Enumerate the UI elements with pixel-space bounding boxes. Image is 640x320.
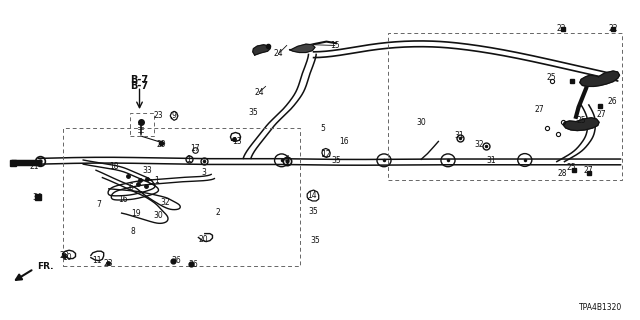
Text: 28: 28 (557, 169, 566, 178)
Text: 21: 21 (29, 162, 38, 171)
Text: 27: 27 (596, 110, 607, 119)
Text: 8: 8 (130, 227, 135, 236)
Text: 30: 30 (154, 211, 164, 220)
Text: 25: 25 (547, 73, 557, 82)
Polygon shape (563, 118, 599, 131)
Text: 17: 17 (190, 144, 200, 153)
Text: 22: 22 (609, 24, 618, 33)
Text: 2: 2 (215, 208, 220, 217)
Text: 3: 3 (201, 168, 206, 177)
Text: 18: 18 (109, 162, 118, 171)
Text: 29: 29 (156, 140, 166, 149)
Text: 27: 27 (584, 166, 594, 175)
Text: 12: 12 (322, 150, 331, 159)
Text: 35: 35 (308, 207, 319, 216)
Text: 25: 25 (566, 163, 577, 172)
Text: 35: 35 (331, 156, 341, 165)
Text: 22: 22 (557, 24, 566, 33)
Text: 11: 11 (93, 256, 102, 265)
Text: 14: 14 (307, 191, 317, 200)
Text: 4: 4 (284, 156, 289, 164)
Text: 34: 34 (32, 193, 42, 202)
Polygon shape (580, 71, 620, 86)
Text: 16: 16 (118, 196, 128, 204)
Text: 9: 9 (172, 111, 177, 120)
Text: 35: 35 (248, 108, 258, 117)
Text: B-7: B-7 (131, 75, 148, 85)
Text: FR.: FR. (37, 262, 54, 271)
Polygon shape (253, 45, 270, 55)
Bar (388, 33, 622, 180)
Text: 13: 13 (232, 137, 242, 146)
Text: 25: 25 (576, 116, 586, 125)
Text: 33: 33 (142, 166, 152, 175)
Text: 30: 30 (416, 118, 426, 127)
Text: 5: 5 (321, 124, 326, 133)
Text: 24: 24 (254, 88, 264, 97)
Text: 36: 36 (171, 256, 181, 265)
Text: 32: 32 (160, 198, 170, 207)
Text: 35: 35 (310, 236, 321, 245)
Text: 31: 31 (486, 156, 497, 165)
Text: 19: 19 (131, 209, 141, 218)
Text: 24: 24 (273, 49, 284, 58)
Text: 23: 23 (104, 260, 114, 268)
Text: 31: 31 (454, 131, 465, 140)
Text: B-7: B-7 (131, 81, 148, 92)
Text: 32: 32 (474, 140, 484, 149)
Text: 1: 1 (186, 156, 191, 164)
Text: 1: 1 (154, 176, 159, 185)
Text: 27: 27 (534, 105, 544, 114)
Text: 10: 10 (62, 253, 72, 262)
Text: 7: 7 (97, 200, 102, 209)
Text: 20: 20 (198, 235, 209, 244)
Bar (130, 113, 154, 136)
Text: 36: 36 (188, 260, 198, 269)
Text: 23: 23 (59, 252, 69, 260)
Text: 6: 6 (129, 183, 134, 192)
Polygon shape (289, 44, 315, 52)
Bar (63, 128, 300, 266)
Text: 23: 23 (154, 111, 164, 120)
Text: 26: 26 (607, 97, 618, 106)
Text: TPA4B1320: TPA4B1320 (579, 303, 622, 312)
Text: 16: 16 (339, 137, 349, 146)
Text: 15: 15 (330, 41, 340, 50)
